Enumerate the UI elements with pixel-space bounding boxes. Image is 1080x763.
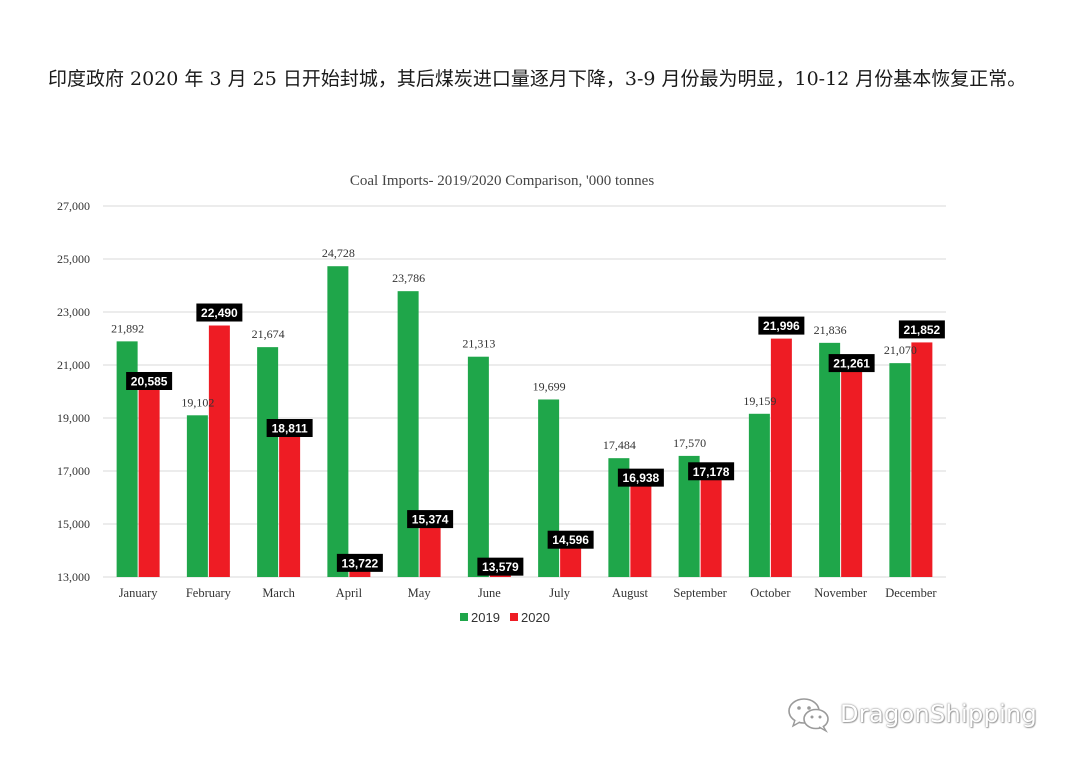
data-label-2020-box (758, 316, 805, 335)
x-tick-label: May (408, 586, 432, 600)
data-label-2019: 19,102 (181, 395, 214, 409)
x-tick-label: June (478, 586, 501, 600)
data-label-2020-box (196, 303, 243, 322)
data-label-2020: 15,374 (412, 513, 449, 527)
bar-2020-march (279, 423, 301, 577)
x-tick-label: September (673, 586, 727, 600)
data-label-2020-box (477, 557, 524, 576)
data-label-2020: 17,178 (693, 465, 730, 479)
bar-2020-january (138, 375, 160, 577)
y-tick-label: 15,000 (57, 517, 90, 531)
data-label-2020: 18,811 (272, 422, 308, 436)
x-tick-label: April (336, 586, 363, 600)
data-label-2020-box (266, 419, 313, 438)
bar-2019-january (116, 341, 138, 577)
x-tick-label: July (549, 586, 571, 600)
bar-2020-august (630, 472, 652, 577)
data-label-2019: 21,674 (252, 327, 285, 341)
bar-2019-june (467, 356, 489, 577)
y-tick-label: 27,000 (57, 199, 90, 213)
bar-2019-march (257, 347, 279, 577)
data-label-2020: 16,938 (623, 471, 660, 485)
data-label-2020-box (828, 354, 875, 373)
data-label-2020-box (547, 530, 594, 549)
y-tick-label: 23,000 (57, 305, 90, 319)
data-label-2020-box (336, 553, 383, 572)
watermark: DragonShipping (786, 694, 1037, 734)
data-label-2020: 21,261 (833, 357, 870, 371)
x-tick-label: March (262, 586, 295, 600)
y-tick-label: 19,000 (57, 411, 90, 425)
data-label-2019: 21,070 (884, 343, 917, 357)
data-label-2020: 13,579 (482, 560, 519, 574)
legend-label-2020: 2020 (521, 610, 550, 625)
data-label-2020: 13,722 (342, 556, 379, 570)
intro-text: 印度政府 2020 年 3 月 25 日开始封城，其后煤炭进口量逐月下降，3-9… (48, 68, 1027, 90)
data-label-2019: 23,786 (392, 271, 425, 285)
data-label-2019: 21,313 (462, 337, 495, 351)
bar-2019-august (608, 458, 630, 577)
y-tick-label: 17,000 (57, 464, 90, 478)
bar-2020-september (700, 466, 722, 577)
bar-2019-may (397, 291, 419, 577)
x-tick-label: February (186, 586, 232, 600)
x-tick-label: November (814, 586, 868, 600)
bar-2019-october (748, 413, 770, 577)
bar-2019-february (186, 415, 208, 577)
legend-swatch-2019 (460, 613, 468, 621)
bar-2020-december (911, 342, 933, 577)
bar-2019-april (327, 266, 349, 577)
data-label-2019: 17,484 (603, 438, 636, 452)
data-label-2020-box (898, 320, 945, 339)
data-label-2019: 19,699 (533, 379, 566, 393)
bar-2019-july (538, 399, 560, 577)
bar-2020-february (208, 325, 230, 577)
bar-2019-september (678, 455, 700, 577)
data-label-2020: 21,852 (904, 323, 941, 337)
data-label-2020-box (688, 462, 735, 481)
data-label-2019: 17,570 (673, 436, 706, 450)
wechat-logo-icon (788, 698, 829, 733)
data-label-2020: 21,996 (763, 319, 800, 333)
x-tick-label: August (612, 586, 649, 600)
x-tick-label: December (885, 586, 937, 600)
x-tick-label: January (119, 586, 159, 600)
watermark-text: DragonShipping (840, 700, 1038, 728)
x-tick-label: October (750, 586, 791, 600)
data-label-2019: 21,892 (111, 321, 144, 335)
y-tick-label: 21,000 (57, 358, 90, 372)
data-label-2020: 14,596 (552, 533, 589, 547)
bar-2020-november (841, 358, 863, 577)
legend-label-2019: 2019 (471, 610, 500, 625)
data-label-2020-box (407, 510, 454, 529)
data-label-2020-box (126, 371, 173, 390)
data-label-2019: 19,159 (743, 394, 776, 408)
bar-2019-november (819, 342, 841, 577)
legend-swatch-2020 (510, 613, 518, 621)
bar-2020-may (419, 514, 441, 577)
bar-2020-october (770, 338, 792, 577)
y-tick-label: 25,000 (57, 252, 90, 266)
y-tick-label: 13,000 (57, 570, 90, 584)
chart-title: Coal Imports- 2019/2020 Comparison, '000… (350, 173, 655, 189)
data-label-2020: 20,585 (131, 374, 168, 388)
data-label-2019: 21,836 (814, 323, 847, 337)
bar-2019-december (889, 363, 911, 577)
data-label-2019: 24,728 (322, 246, 355, 260)
data-label-2020-box (617, 468, 664, 487)
data-label-2020: 22,490 (201, 306, 238, 320)
